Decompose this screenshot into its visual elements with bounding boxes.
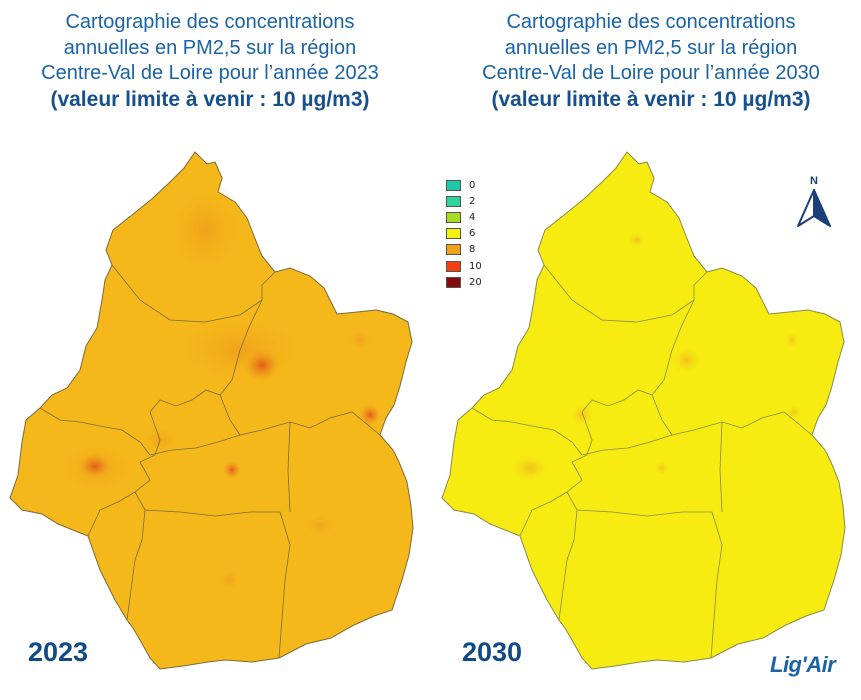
legend-label: 20 [469,276,482,288]
title-line: Centre-Val de Loire pour l’année 2030 [482,62,820,85]
year-label-2023: 2023 [28,637,89,667]
paren-close: ) [362,87,370,111]
limit-value-note: (valeur limite à venir : 10 µg/m3) [441,87,861,114]
legend-swatch [446,211,461,223]
legend-item: 4 [446,209,482,225]
pollution-hotspots [508,230,802,484]
paren-close: ) [803,87,811,111]
map-title-2023: Cartographie des concentrations annuelle… [0,10,420,114]
limit-text: valeur limite à venir : 10 µg/m3 [57,87,363,111]
legend-label: 0 [469,179,476,191]
limit-text: valeur limite à venir : 10 µg/m3 [498,87,804,111]
paren-open: ( [491,87,499,111]
title-line: annuelles en PM2,5 sur la région [63,36,357,59]
north-label: N [810,175,818,187]
legend-swatch [446,228,461,240]
title-line: annuelles en PM2,5 sur la région [504,36,798,59]
legend-label: 6 [469,228,476,240]
region-outline [9,151,414,670]
legend-label: 8 [469,244,476,256]
legend-swatch [446,260,461,272]
legend-label: 10 [469,260,482,272]
department-borders [39,264,381,659]
title-line: Cartographie des concentrations [506,11,796,33]
legend-swatch [446,276,461,288]
legend-item: 20 [446,274,482,290]
region-outline [441,151,846,670]
region-map-2023 [9,151,414,670]
paren-open: ( [50,87,58,111]
concentration-legend: 0 2 4 6 8 10 20 [446,177,482,290]
north-arrow-icon: N [797,175,831,227]
legend-label: 2 [469,195,476,207]
legend-swatch [446,195,461,207]
legend-item: 2 [446,193,482,209]
legend-item: 0 [446,177,482,193]
region-map-2030 [441,151,846,670]
legend-swatch [446,244,461,256]
limit-value-note: (valeur limite à venir : 10 µg/m3) [0,87,420,114]
ligair-logo: Lig'Air [770,652,850,697]
title-line: Cartographie des concentrations [65,11,355,33]
department-borders [471,264,813,659]
legend-label: 4 [469,211,476,223]
legend-item: 8 [446,242,482,258]
year-label-2030: 2030 [462,637,523,667]
map-title-2030: Cartographie des concentrations annuelle… [441,10,861,114]
logo-text: Lig'Air [770,652,836,677]
legend-item: 10 [446,258,482,274]
title-line: Centre-Val de Loire pour l’année 2023 [41,62,379,85]
legend-swatch [446,179,461,191]
legend-item: 6 [446,226,482,242]
